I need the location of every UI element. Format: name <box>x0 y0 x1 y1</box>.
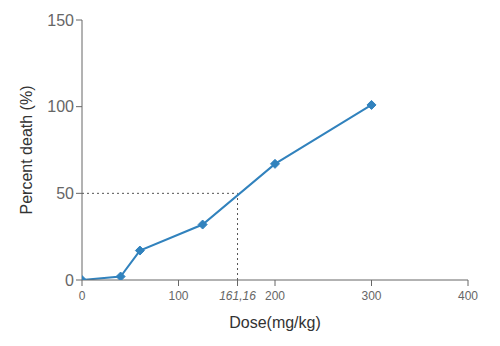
svg-text:200: 200 <box>265 289 285 303</box>
svg-text:400: 400 <box>458 289 478 303</box>
svg-text:50: 50 <box>56 185 74 202</box>
svg-text:Dose(mg/kg): Dose(mg/kg) <box>229 314 321 331</box>
svg-text:100: 100 <box>168 289 188 303</box>
svg-text:0: 0 <box>65 272 74 289</box>
svg-text:Percent death (%): Percent death (%) <box>18 86 35 215</box>
svg-text:150: 150 <box>47 12 74 29</box>
svg-text:100: 100 <box>47 98 74 115</box>
svg-text:300: 300 <box>361 289 381 303</box>
svg-text:0: 0 <box>79 289 86 303</box>
svg-text:161,16: 161,16 <box>219 289 256 303</box>
